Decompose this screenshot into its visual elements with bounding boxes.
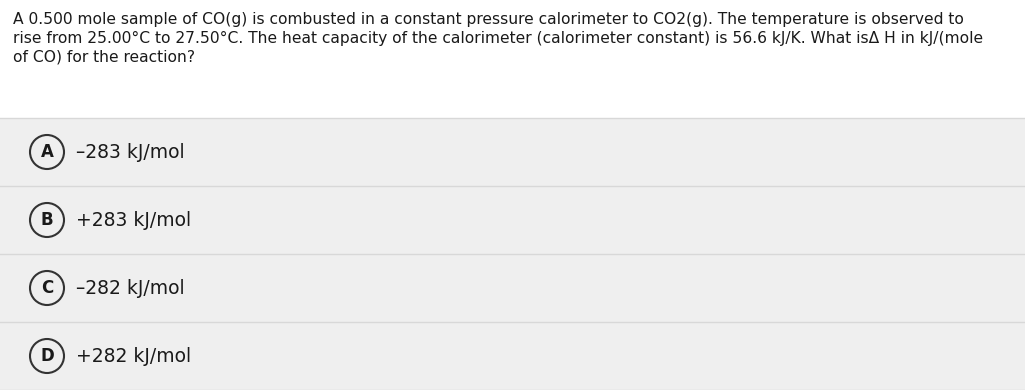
Text: B: B: [41, 211, 53, 229]
Text: of CO) for the reaction?: of CO) for the reaction?: [13, 50, 195, 65]
FancyBboxPatch shape: [0, 186, 1025, 254]
FancyBboxPatch shape: [0, 322, 1025, 390]
Text: –283 kJ/mol: –283 kJ/mol: [76, 142, 184, 161]
Text: +283 kJ/mol: +283 kJ/mol: [76, 211, 191, 229]
Circle shape: [30, 271, 64, 305]
Text: A 0.500 mole sample of CO(g) is combusted in a constant pressure calorimeter to : A 0.500 mole sample of CO(g) is combuste…: [13, 12, 964, 27]
Text: rise from 25.00°C to 27.50°C. The heat capacity of the calorimeter (calorimeter : rise from 25.00°C to 27.50°C. The heat c…: [13, 31, 983, 46]
Text: +282 kJ/mol: +282 kJ/mol: [76, 346, 191, 365]
Circle shape: [30, 135, 64, 169]
Text: D: D: [40, 347, 54, 365]
Text: C: C: [41, 279, 53, 297]
FancyBboxPatch shape: [0, 0, 1025, 118]
Text: A: A: [41, 143, 53, 161]
Circle shape: [30, 203, 64, 237]
FancyBboxPatch shape: [0, 254, 1025, 322]
FancyBboxPatch shape: [0, 118, 1025, 186]
Circle shape: [30, 339, 64, 373]
Text: –282 kJ/mol: –282 kJ/mol: [76, 278, 184, 298]
